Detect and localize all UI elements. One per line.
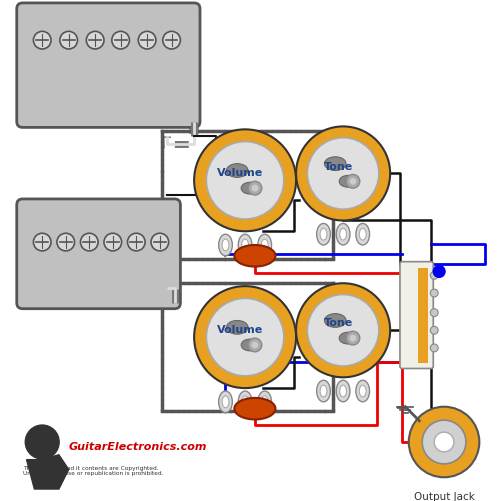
Circle shape [151,234,168,252]
Circle shape [112,32,130,50]
Text: Tone: Tone [324,318,353,328]
Circle shape [409,407,480,477]
Ellipse shape [316,380,330,402]
Circle shape [346,332,360,345]
Ellipse shape [226,164,248,178]
Circle shape [346,175,360,189]
Circle shape [34,234,51,252]
Circle shape [194,130,296,232]
Ellipse shape [218,391,232,413]
Circle shape [194,287,296,388]
Ellipse shape [242,239,248,252]
Circle shape [128,234,145,252]
Ellipse shape [324,314,346,328]
Text: Volume: Volume [217,325,264,335]
Circle shape [434,266,445,278]
Ellipse shape [234,245,276,267]
Circle shape [350,335,356,342]
Ellipse shape [339,333,357,344]
Ellipse shape [242,396,248,408]
Circle shape [34,32,51,50]
Ellipse shape [356,380,370,402]
Ellipse shape [360,385,366,397]
Bar [164,135,330,257]
FancyBboxPatch shape [400,262,434,369]
Circle shape [252,342,258,349]
Ellipse shape [340,385,346,397]
Circle shape [296,127,390,221]
Ellipse shape [316,224,330,245]
Ellipse shape [360,229,366,240]
Circle shape [430,309,438,317]
Text: Output Jack: Output Jack [414,491,474,501]
Bar [418,268,428,363]
Ellipse shape [339,176,357,188]
Circle shape [206,299,284,376]
Circle shape [163,32,180,50]
Ellipse shape [241,183,259,195]
Circle shape [248,339,262,352]
Circle shape [248,182,262,195]
Bar [164,287,330,408]
Circle shape [350,178,356,185]
Ellipse shape [340,229,346,240]
Circle shape [24,424,60,460]
Ellipse shape [234,398,276,420]
Ellipse shape [320,385,327,397]
Ellipse shape [320,229,327,240]
Circle shape [252,185,258,192]
Circle shape [138,32,156,50]
Text: GuitarElectronics.com: GuitarElectronics.com [68,441,207,451]
Polygon shape [26,455,68,489]
Ellipse shape [238,235,252,257]
Circle shape [308,295,379,366]
Ellipse shape [336,380,350,402]
Ellipse shape [226,321,248,335]
Circle shape [430,344,438,352]
Text: This diagram and it contents are Copyrighted.
Unauthorized use or republication : This diagram and it contents are Copyrig… [22,464,163,475]
Circle shape [308,138,379,210]
Ellipse shape [258,391,272,413]
Text: Tone: Tone [324,161,353,171]
Circle shape [434,432,454,452]
Ellipse shape [356,224,370,245]
Ellipse shape [222,239,229,252]
Circle shape [430,327,438,335]
Ellipse shape [218,235,232,257]
FancyBboxPatch shape [16,199,180,309]
Circle shape [57,234,74,252]
Ellipse shape [262,396,268,408]
Ellipse shape [258,235,272,257]
Circle shape [60,32,78,50]
Ellipse shape [262,239,268,252]
Circle shape [80,234,98,252]
Ellipse shape [336,224,350,245]
Circle shape [296,284,390,378]
Circle shape [86,32,104,50]
Ellipse shape [222,396,229,408]
Circle shape [430,272,438,280]
Circle shape [430,290,438,298]
Ellipse shape [241,339,259,351]
Circle shape [422,420,466,464]
Ellipse shape [324,157,346,171]
Circle shape [206,142,284,219]
Text: Volume: Volume [217,168,264,178]
Circle shape [104,234,122,252]
FancyBboxPatch shape [16,4,200,128]
Ellipse shape [238,391,252,413]
